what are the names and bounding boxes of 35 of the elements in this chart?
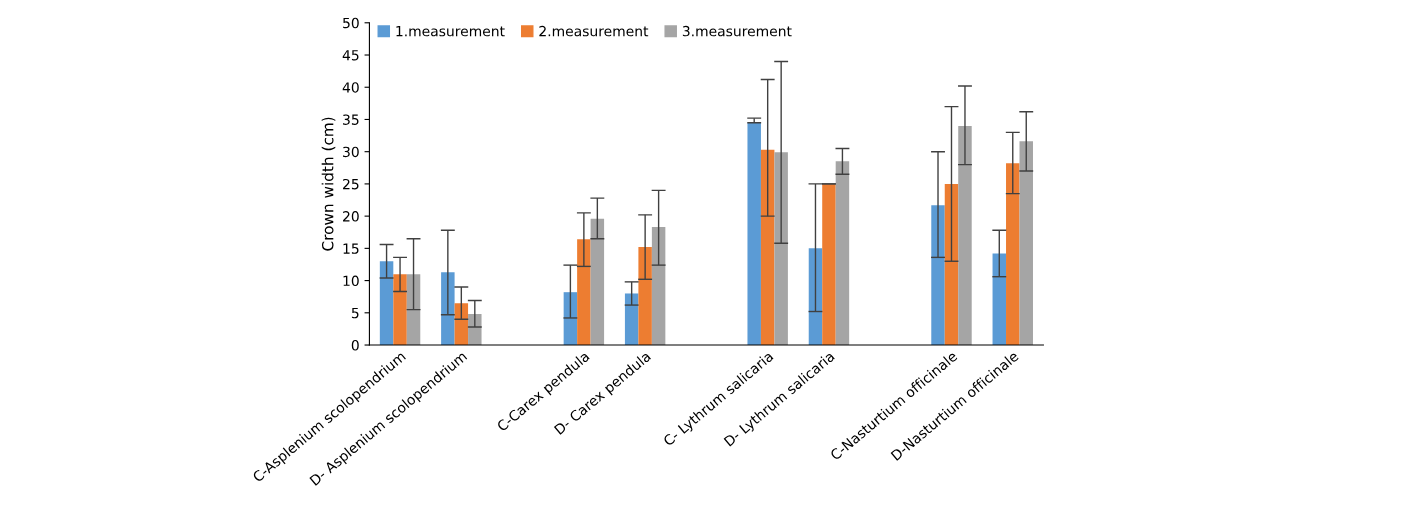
y-tick-label: 45 (342, 50, 359, 61)
bar (1019, 141, 1033, 346)
bar (992, 253, 1007, 346)
bar (747, 122, 761, 346)
bar (590, 218, 605, 346)
bar (1006, 163, 1020, 346)
bar (835, 161, 850, 346)
y-tick-label: 50 (343, 17, 359, 29)
bar (577, 239, 591, 346)
bar (822, 183, 836, 346)
bar (958, 125, 972, 346)
bar (393, 274, 407, 346)
legend-label: 3.measurement (682, 25, 792, 37)
y-tick-label: 10 (343, 275, 359, 287)
y-tick-label: 15 (343, 243, 359, 254)
bar (760, 149, 775, 346)
bar (944, 183, 959, 346)
bar (774, 152, 788, 346)
y-tick-label: 0 (351, 340, 359, 351)
y-tick-label: 30 (343, 146, 359, 158)
legend-label: 1.measurement (396, 26, 505, 37)
y-tick-label: 5 (351, 307, 359, 319)
bar (931, 205, 945, 346)
bar (406, 274, 421, 346)
bar (808, 248, 823, 346)
bar (624, 293, 639, 346)
y-tick-label: 40 (342, 82, 359, 93)
y-tick-label: 35 (343, 114, 359, 125)
legend-label: 2.measurement (539, 25, 649, 37)
bar (651, 227, 666, 346)
y-tick-label: 20 (343, 211, 359, 222)
bar (379, 261, 394, 346)
y-axis-title: Crown width (cm) (321, 117, 336, 251)
y-tick-label: 25 (343, 178, 359, 190)
bar (638, 247, 652, 346)
